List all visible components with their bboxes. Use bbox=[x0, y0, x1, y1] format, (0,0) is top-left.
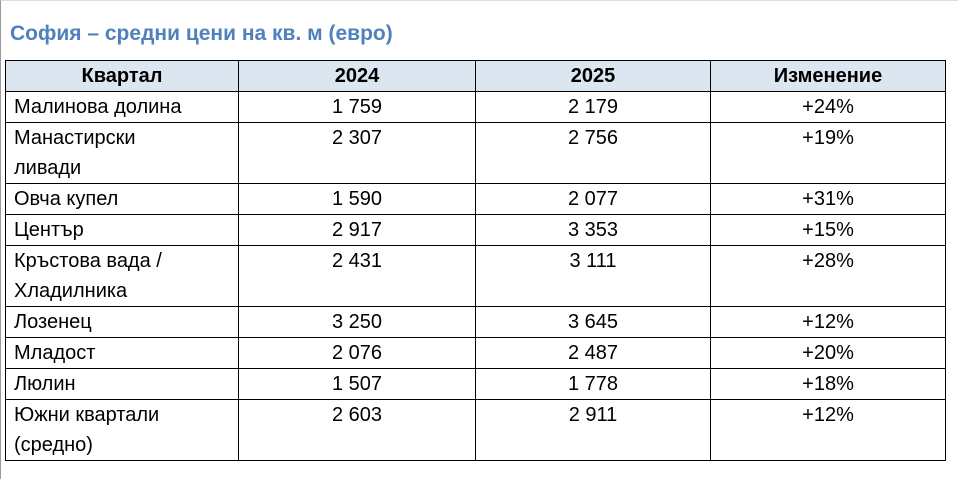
district-name: Люлин bbox=[14, 373, 76, 395]
district-cell: Кръстова вада / Хладилника bbox=[5, 245, 239, 307]
header-cell: 2025 bbox=[475, 60, 711, 92]
district-name: Младост bbox=[14, 342, 96, 364]
district-cell: Овча купел bbox=[5, 183, 239, 215]
price-cell: 1 778 bbox=[475, 368, 711, 400]
change-cell: +31% bbox=[710, 183, 946, 215]
change-cell: +24% bbox=[710, 91, 946, 123]
change-cell: +28% bbox=[710, 245, 946, 307]
price-cell: 3 111 bbox=[475, 245, 711, 307]
district-name: Овча купел bbox=[14, 188, 119, 210]
price-cell: 3 250 bbox=[238, 306, 476, 338]
district-cell: Южни квартали (средно) bbox=[5, 399, 239, 461]
district-name: Манастирски ливади bbox=[14, 127, 136, 179]
district-name: Център bbox=[14, 219, 84, 241]
price-cell: 2 307 bbox=[238, 122, 476, 184]
change-cell: +20% bbox=[710, 337, 946, 369]
table-row: Овча купел 1 590 2 077 +31% bbox=[5, 183, 946, 215]
change-cell: +18% bbox=[710, 368, 946, 400]
district-name: Кръстова вада / Хладилника bbox=[14, 250, 162, 302]
table-row: Младост 2 076 2 487 +20% bbox=[5, 337, 946, 369]
header-cell: Квартал bbox=[5, 60, 239, 92]
price-cell: 2 756 bbox=[475, 122, 711, 184]
price-table: Квартал 2024 2025 Изменение Малинова долина… bbox=[5, 60, 946, 461]
district-name: Южни квартали (средно) bbox=[14, 404, 160, 456]
table-row: Кръстова вада / Хладилника 2 431 3 111 +28% bbox=[5, 245, 946, 307]
table-row: Южни квартали (средно) 2 603 2 911 +12% bbox=[5, 399, 946, 461]
change-cell: +19% bbox=[710, 122, 946, 184]
price-cell: 3 353 bbox=[475, 214, 711, 246]
price-cell: 2 917 bbox=[238, 214, 476, 246]
district-name: Малинова долина bbox=[14, 96, 182, 118]
change-cell: +12% bbox=[710, 306, 946, 338]
price-cell: 2 603 bbox=[238, 399, 476, 461]
district-name: Лозенец bbox=[14, 311, 92, 333]
district-cell: Малинова долина bbox=[5, 91, 239, 123]
price-cell: 1 590 bbox=[238, 183, 476, 215]
price-cell: 1 759 bbox=[238, 91, 476, 123]
title: София – средни цени на кв. м (евро) bbox=[10, 22, 393, 45]
change-cell: +12% bbox=[710, 399, 946, 461]
price-cell: 2 076 bbox=[238, 337, 476, 369]
district-cell: Люлин bbox=[5, 368, 239, 400]
table-body: Малинова долина 1 759 2 179 +24% Манастирски… bbox=[5, 91, 946, 461]
price-cell: 2 179 bbox=[475, 91, 711, 123]
header-row: Квартал 2024 2025 Изменение bbox=[5, 60, 946, 92]
price-cell: 2 487 bbox=[475, 337, 711, 369]
header-cell: Изменение bbox=[710, 60, 946, 92]
change-cell: +15% bbox=[710, 214, 946, 246]
table-row: Люлин 1 507 1 778 +18% bbox=[5, 368, 946, 400]
header-cell: 2024 bbox=[238, 60, 476, 92]
price-cell: 2 077 bbox=[475, 183, 711, 215]
table-row: Манастирски ливади 2 307 2 756 +19% bbox=[5, 122, 946, 184]
table-row: Център 2 917 3 353 +15% bbox=[5, 214, 946, 246]
district-cell: Манастирски ливади bbox=[5, 122, 239, 184]
table-row: Малинова долина 1 759 2 179 +24% bbox=[5, 91, 946, 123]
table-row: Лозенец 3 250 3 645 +12% bbox=[5, 306, 946, 338]
price-cell: 1 507 bbox=[238, 368, 476, 400]
price-cell: 2 431 bbox=[238, 245, 476, 307]
price-cell: 2 911 bbox=[475, 399, 711, 461]
district-cell: Младост bbox=[5, 337, 239, 369]
price-cell: 3 645 bbox=[475, 306, 711, 338]
district-cell: Лозенец bbox=[5, 306, 239, 338]
district-cell: Център bbox=[5, 214, 239, 246]
